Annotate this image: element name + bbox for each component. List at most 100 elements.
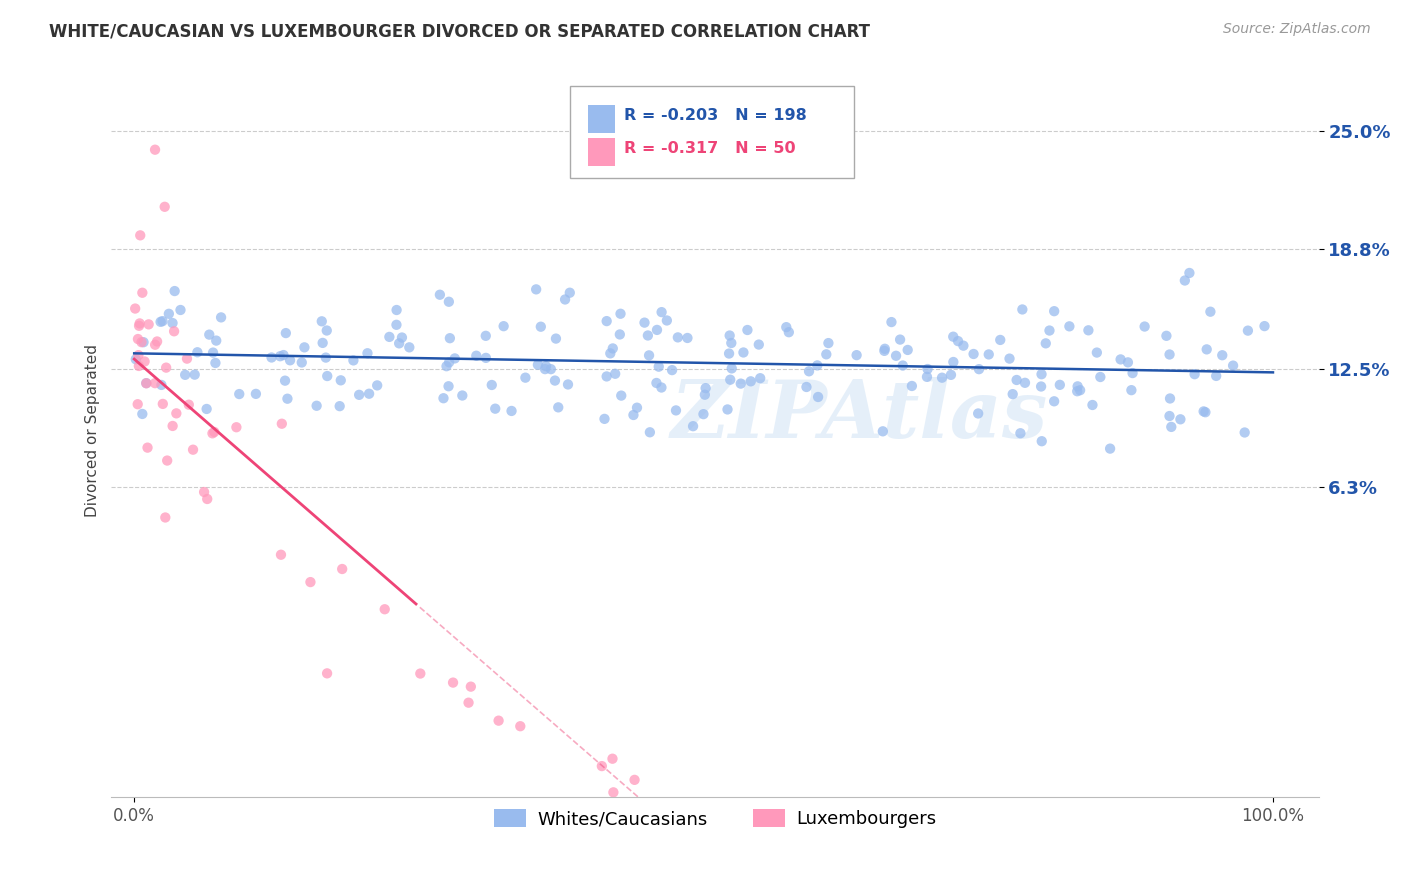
Point xyxy=(967,362,990,376)
Point xyxy=(315,324,337,338)
Point xyxy=(609,327,631,342)
Point xyxy=(436,359,458,374)
Point xyxy=(720,361,742,376)
Point xyxy=(150,378,173,392)
Point xyxy=(1159,409,1181,423)
Point xyxy=(443,351,465,366)
Point xyxy=(128,317,150,331)
Point xyxy=(273,348,295,362)
Point xyxy=(501,404,523,418)
Point xyxy=(931,370,953,384)
Point xyxy=(749,371,772,385)
Point xyxy=(650,380,672,394)
Point xyxy=(917,362,939,376)
Point xyxy=(1159,392,1181,406)
Point xyxy=(460,680,482,694)
Point xyxy=(269,349,291,363)
Point xyxy=(682,419,704,434)
Point xyxy=(544,374,567,388)
Point xyxy=(1085,345,1108,359)
Point xyxy=(872,425,894,439)
Point xyxy=(1043,394,1066,409)
Point xyxy=(135,376,157,391)
Point xyxy=(398,340,420,354)
Point xyxy=(1059,319,1081,334)
Text: R = -0.317   N = 50: R = -0.317 N = 50 xyxy=(624,141,796,156)
Point xyxy=(666,330,689,344)
Point xyxy=(988,333,1011,347)
Point xyxy=(174,368,197,382)
Point xyxy=(661,363,683,377)
Point xyxy=(637,328,659,343)
Point xyxy=(602,342,624,356)
Point xyxy=(316,666,339,681)
Point xyxy=(153,200,176,214)
Point xyxy=(388,336,411,351)
Point xyxy=(655,313,678,327)
Point xyxy=(202,425,225,439)
Point xyxy=(873,342,896,356)
Point xyxy=(177,398,200,412)
Point xyxy=(1038,324,1060,338)
Point xyxy=(186,345,208,359)
Point xyxy=(260,351,283,365)
Point xyxy=(748,337,770,351)
Point xyxy=(591,759,613,773)
Point xyxy=(155,510,177,524)
FancyBboxPatch shape xyxy=(588,138,614,166)
Point xyxy=(198,327,221,342)
Point xyxy=(1014,376,1036,390)
Point xyxy=(195,401,218,416)
Point xyxy=(474,328,496,343)
Point xyxy=(891,359,914,373)
Point xyxy=(534,362,557,376)
Point xyxy=(942,329,965,343)
Point xyxy=(915,369,938,384)
Point xyxy=(149,315,172,329)
Point xyxy=(547,401,569,415)
Point xyxy=(136,441,159,455)
Point xyxy=(645,323,668,337)
Point xyxy=(291,355,314,369)
Point xyxy=(602,785,624,799)
Point xyxy=(718,346,741,360)
Point xyxy=(162,419,184,434)
Point xyxy=(695,381,717,395)
Point xyxy=(651,305,673,319)
Point xyxy=(475,351,498,365)
Point xyxy=(1035,336,1057,351)
Point xyxy=(692,407,714,421)
Point xyxy=(409,666,432,681)
Point xyxy=(124,301,146,316)
Text: R = -0.203   N = 198: R = -0.203 N = 198 xyxy=(624,108,807,123)
Point xyxy=(143,376,166,391)
Point xyxy=(484,401,506,416)
Point xyxy=(1174,273,1197,287)
Point xyxy=(1077,323,1099,337)
Point xyxy=(595,369,617,384)
Point xyxy=(492,319,515,334)
Point xyxy=(595,314,617,328)
Point xyxy=(316,369,339,384)
Point xyxy=(676,331,699,345)
Point xyxy=(515,370,537,384)
Point xyxy=(195,491,218,506)
Point xyxy=(806,359,828,373)
Point xyxy=(693,388,716,402)
Point xyxy=(359,386,381,401)
Point xyxy=(274,326,297,340)
Point xyxy=(152,314,174,328)
Point xyxy=(1233,425,1256,440)
Point xyxy=(554,293,576,307)
Point xyxy=(143,337,166,351)
Point xyxy=(623,772,645,787)
Point xyxy=(1195,343,1218,357)
Point xyxy=(1005,373,1028,387)
Point xyxy=(716,402,738,417)
Point xyxy=(294,340,316,354)
Point xyxy=(135,376,157,391)
Point xyxy=(441,675,464,690)
Point xyxy=(156,453,179,467)
Point xyxy=(605,367,627,381)
Point xyxy=(633,316,655,330)
